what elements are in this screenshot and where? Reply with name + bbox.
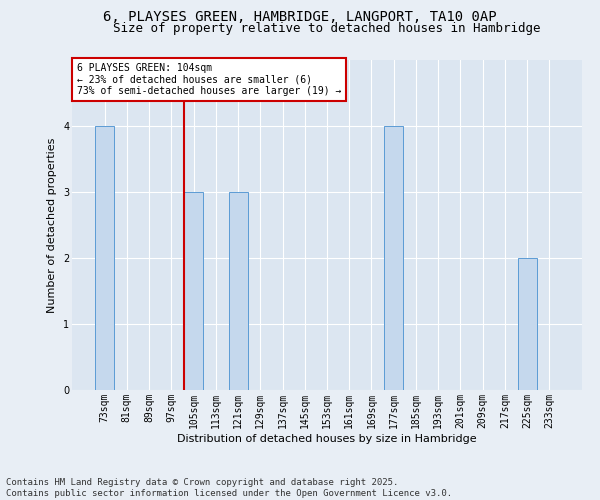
Bar (184, 192, 203, 390)
X-axis label: Distribution of detached houses by size in Hambridge: Distribution of detached houses by size … (177, 434, 477, 444)
Y-axis label: Number of detached properties: Number of detached properties (47, 138, 58, 312)
Bar (229, 192, 248, 390)
Text: 6, PLAYSES GREEN, HAMBRIDGE, LANGPORT, TA10 0AP: 6, PLAYSES GREEN, HAMBRIDGE, LANGPORT, T… (103, 10, 497, 24)
Text: Contains HM Land Registry data © Crown copyright and database right 2025.
Contai: Contains HM Land Registry data © Crown c… (6, 478, 452, 498)
Title: Size of property relative to detached houses in Hambridge: Size of property relative to detached ho… (113, 22, 541, 35)
Text: 6 PLAYSES GREEN: 104sqm
← 23% of detached houses are smaller (6)
73% of semi-det: 6 PLAYSES GREEN: 104sqm ← 23% of detache… (77, 64, 341, 96)
Bar (95, 126, 114, 390)
Bar (384, 126, 403, 390)
Bar (518, 258, 536, 390)
